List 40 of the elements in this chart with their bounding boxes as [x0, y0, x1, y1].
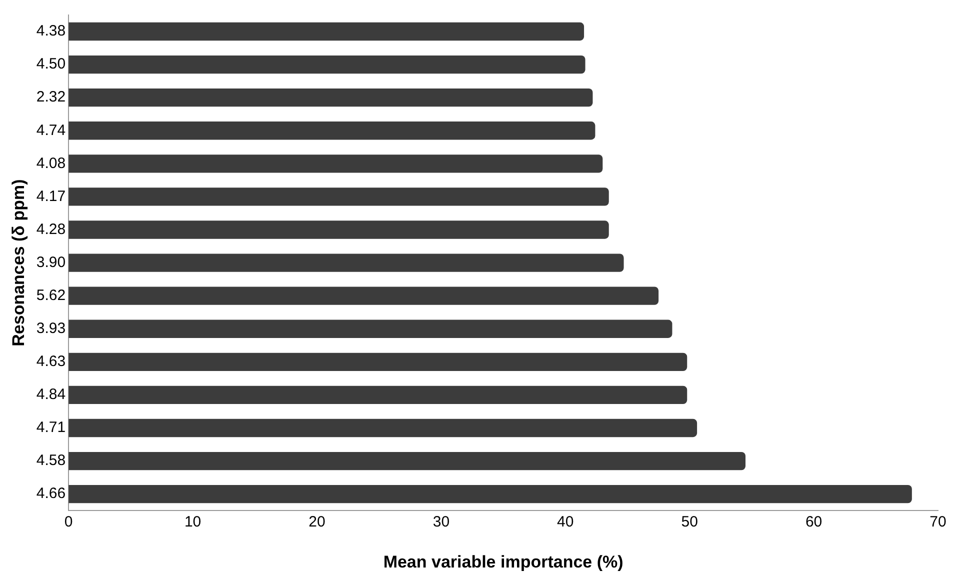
y-tick-label: 4.74	[36, 122, 66, 139]
y-tick-label: 4.50	[36, 56, 66, 73]
bar	[68, 484, 912, 504]
bar	[68, 55, 586, 74]
bar	[68, 220, 609, 239]
bar	[68, 122, 596, 140]
y-tick-label: 3.90	[36, 254, 66, 271]
y-tick-label: 4.84	[36, 386, 66, 404]
x-tick-label: 10	[184, 514, 202, 531]
bar	[68, 320, 672, 338]
bar	[68, 452, 746, 470]
bar	[68, 352, 688, 372]
y-tick-label: 3.93	[36, 320, 66, 338]
bar	[68, 418, 698, 438]
y-axis-title: Resonances (δ ppm)	[8, 179, 28, 346]
y-tick-label: 4.66	[36, 485, 66, 502]
bar	[68, 254, 624, 272]
y-tick-label: 5.62	[36, 286, 66, 304]
y-tick-label: 4.58	[36, 452, 66, 470]
x-tick-label: 70	[930, 514, 946, 531]
bar	[68, 154, 603, 173]
x-tick-label: 40	[557, 514, 574, 531]
x-tick-label: 60	[805, 514, 822, 531]
y-tick-label: 4.71	[36, 419, 66, 436]
y-tick-label: 4.63	[36, 353, 66, 370]
y-tick-label: 2.32	[36, 88, 66, 106]
x-tick-label: 50	[681, 514, 698, 531]
bar	[68, 286, 659, 305]
bar	[68, 386, 688, 404]
x-axis-title: Mean variable importance (%)	[383, 552, 624, 572]
x-tick-label: 30	[432, 514, 450, 531]
y-tick-label: 4.17	[36, 188, 66, 205]
x-tick-label: 20	[308, 514, 326, 531]
bar	[68, 22, 584, 41]
y-tick-label: 4.28	[36, 220, 66, 238]
y-tick-label: 4.38	[36, 22, 66, 40]
x-tick-label: 0	[64, 514, 73, 531]
bar	[68, 88, 593, 107]
y-tick-label: 4.08	[36, 154, 66, 172]
bar	[68, 188, 609, 206]
